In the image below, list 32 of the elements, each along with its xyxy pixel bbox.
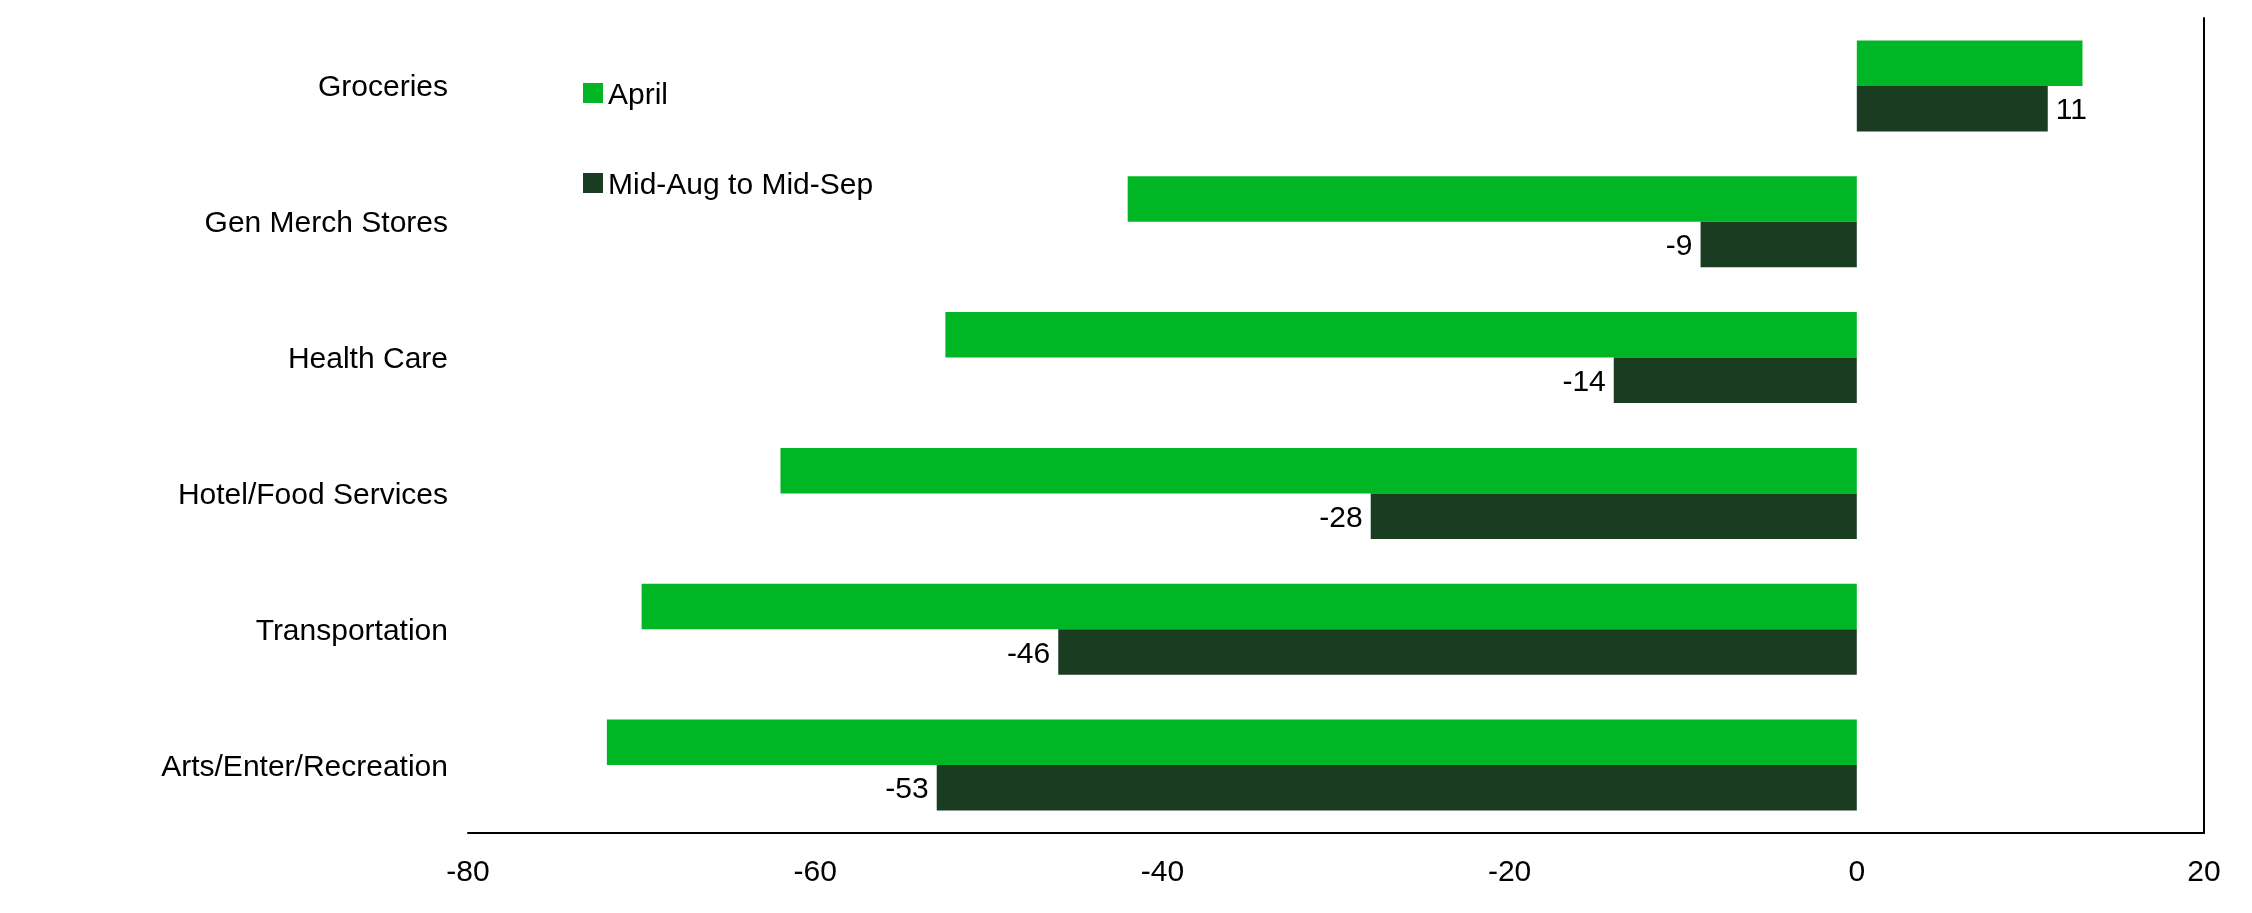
y-tick-label: Hotel/Food Services xyxy=(177,476,448,510)
x-tick-label: -40 xyxy=(1140,853,1185,887)
bar xyxy=(1856,40,2083,86)
bar xyxy=(780,447,1857,494)
x-tick-label: -20 xyxy=(1487,853,1532,887)
legend-label: Mid-Aug to Mid-Sep xyxy=(608,166,874,200)
data-label: -14 xyxy=(1562,363,1606,397)
bar xyxy=(945,312,1857,358)
data-label: -46 xyxy=(1006,635,1051,669)
x-tick-label: 0 xyxy=(1848,853,1866,887)
y-tick-label: Arts/Enter/Recreation xyxy=(161,748,448,782)
bar xyxy=(641,583,1857,630)
y-tick-label: Health Care xyxy=(287,341,448,375)
bar xyxy=(1127,176,1857,222)
legend-label: April xyxy=(608,76,669,110)
data-label: -53 xyxy=(885,771,929,805)
bar xyxy=(936,765,1857,811)
bar xyxy=(1058,629,1857,675)
bar xyxy=(1856,85,2048,132)
x-tick-label: 20 xyxy=(2187,853,2221,887)
x-tick-label: -80 xyxy=(446,853,490,887)
data-label: -9 xyxy=(1665,228,1693,261)
bar xyxy=(606,719,1857,766)
bar xyxy=(1700,221,1857,268)
y-tick-label: Transportation xyxy=(255,612,448,646)
y-tick-label: Gen Merch Stores xyxy=(204,205,448,239)
data-label: -28 xyxy=(1319,499,1363,533)
bar xyxy=(1370,493,1857,539)
bar xyxy=(1613,357,1857,404)
y-tick-label: Groceries xyxy=(317,69,448,103)
x-tick-label: -60 xyxy=(793,853,837,887)
data-label: 11 xyxy=(2055,92,2087,126)
